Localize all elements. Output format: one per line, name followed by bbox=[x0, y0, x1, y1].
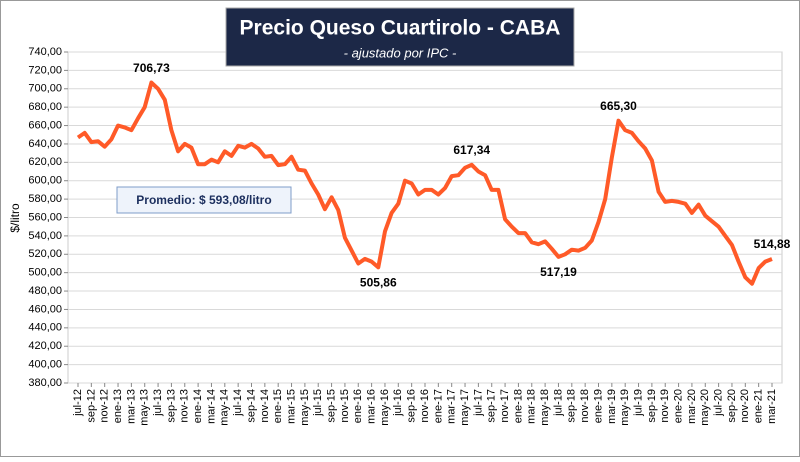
chart-title: Precio Queso Cuartirolo - CABA bbox=[240, 17, 561, 40]
x-tick-label: sep-14 bbox=[245, 389, 257, 423]
y-tick-label: 660,00 bbox=[28, 119, 62, 131]
title-box bbox=[225, 7, 575, 67]
x-tick-label: mar-17 bbox=[446, 389, 458, 424]
y-tick-label: 440,00 bbox=[28, 322, 62, 334]
chart-subtitle: - ajustado por IPC - bbox=[344, 45, 457, 60]
x-tick-label: may-16 bbox=[379, 389, 391, 426]
x-tick-label: sep-15 bbox=[325, 389, 337, 423]
x-tick-label: jul-19 bbox=[632, 389, 644, 417]
x-tick-label: may-13 bbox=[139, 389, 151, 426]
data-label: 617,34 bbox=[453, 143, 490, 157]
y-tick-label: 680,00 bbox=[28, 101, 62, 113]
x-tick-label: jul-18 bbox=[552, 389, 564, 417]
x-tick-label: ene-15 bbox=[272, 389, 284, 423]
x-tick-label: nov-17 bbox=[499, 389, 511, 423]
x-tick-label: may-15 bbox=[299, 389, 311, 426]
y-tick-label: 540,00 bbox=[28, 230, 62, 242]
y-axis-label: $/litro bbox=[8, 203, 22, 233]
x-tick-label: jul-20 bbox=[713, 389, 725, 417]
x-tick-label: may-18 bbox=[539, 389, 551, 426]
x-tick-label: nov-13 bbox=[179, 389, 191, 423]
x-tick-label: mar-14 bbox=[205, 389, 217, 424]
x-tick-label: mar-19 bbox=[606, 389, 618, 424]
x-tick-label: nov-20 bbox=[739, 389, 751, 423]
x-tick-label: sep-13 bbox=[165, 389, 177, 423]
y-tick-label: 480,00 bbox=[28, 285, 62, 297]
y-tick-label: 380,00 bbox=[28, 377, 62, 389]
average-annotation: Promedio: $ 593,08/litro bbox=[136, 193, 271, 207]
x-tick-label: ene-18 bbox=[512, 389, 524, 423]
x-tick-label: jul-17 bbox=[472, 389, 484, 417]
x-tick-label: jul-15 bbox=[312, 389, 324, 417]
x-tick-label: mar-16 bbox=[366, 389, 378, 424]
x-tick-label: jul-12 bbox=[72, 389, 84, 417]
y-tick-label: 560,00 bbox=[28, 211, 62, 223]
data-line bbox=[76, 80, 773, 286]
y-tick-label: 720,00 bbox=[28, 64, 62, 76]
average-box bbox=[116, 186, 292, 214]
x-tick-label: may-17 bbox=[459, 389, 471, 426]
x-tick-label: mar-18 bbox=[526, 389, 538, 424]
x-tick-label: ene-21 bbox=[753, 389, 765, 423]
data-label: 514,88 bbox=[754, 237, 791, 251]
x-tick-label: nov-18 bbox=[579, 389, 591, 423]
x-tick-label: may-14 bbox=[219, 389, 231, 426]
x-tick-label: ene-16 bbox=[352, 389, 364, 423]
y-tick-label: 500,00 bbox=[28, 267, 62, 279]
x-tick-label: jul-16 bbox=[392, 389, 404, 417]
x-tick-label: nov-14 bbox=[259, 389, 271, 423]
x-tick-label: nov-19 bbox=[659, 389, 671, 423]
x-tick-label: ene-14 bbox=[192, 389, 204, 423]
x-tick-label: ene-20 bbox=[672, 389, 684, 423]
x-tick-label: ene-13 bbox=[112, 389, 124, 423]
y-tick-label: 640,00 bbox=[28, 138, 62, 150]
x-tick-label: mar-15 bbox=[285, 389, 297, 424]
x-tick-label: nov-12 bbox=[99, 389, 111, 423]
x-tick-label: nov-15 bbox=[339, 389, 351, 423]
x-tick-label: sep-19 bbox=[646, 389, 658, 423]
data-label: 517,19 bbox=[540, 265, 577, 279]
x-tick-label: mar-21 bbox=[766, 389, 778, 424]
y-tick-label: 420,00 bbox=[28, 340, 62, 352]
data-label: 505,86 bbox=[360, 275, 397, 289]
x-tick-label: ene-19 bbox=[592, 389, 604, 423]
x-tick-label: may-20 bbox=[699, 389, 711, 426]
x-tick-label: jul-14 bbox=[232, 389, 244, 417]
y-tick-label: 700,00 bbox=[28, 83, 62, 95]
y-tick-label: 620,00 bbox=[28, 156, 62, 168]
y-tick-label: 600,00 bbox=[28, 175, 62, 187]
x-tick-label: sep-16 bbox=[406, 389, 418, 423]
y-tick-label: 520,00 bbox=[28, 248, 62, 260]
x-tick-label: sep-17 bbox=[486, 389, 498, 423]
y-tick-label: 460,00 bbox=[28, 303, 62, 315]
x-tick-label: mar-13 bbox=[125, 389, 137, 424]
y-tick-label: 740,00 bbox=[28, 46, 62, 58]
x-tick-label: sep-18 bbox=[566, 389, 578, 423]
y-tick-label: 400,00 bbox=[28, 359, 62, 371]
x-tick-label: nov-16 bbox=[419, 389, 431, 423]
data-label: 706,73 bbox=[133, 61, 170, 75]
x-tick-label: may-19 bbox=[619, 389, 631, 426]
x-tick-label: ene-17 bbox=[432, 389, 444, 423]
data-label: 665,30 bbox=[600, 99, 637, 113]
x-tick-label: sep-12 bbox=[85, 389, 97, 423]
x-tick-label: jul-13 bbox=[152, 389, 164, 417]
x-tick-label: mar-20 bbox=[686, 389, 698, 424]
y-tick-label: 580,00 bbox=[28, 193, 62, 205]
x-tick-label: sep-20 bbox=[726, 389, 738, 423]
